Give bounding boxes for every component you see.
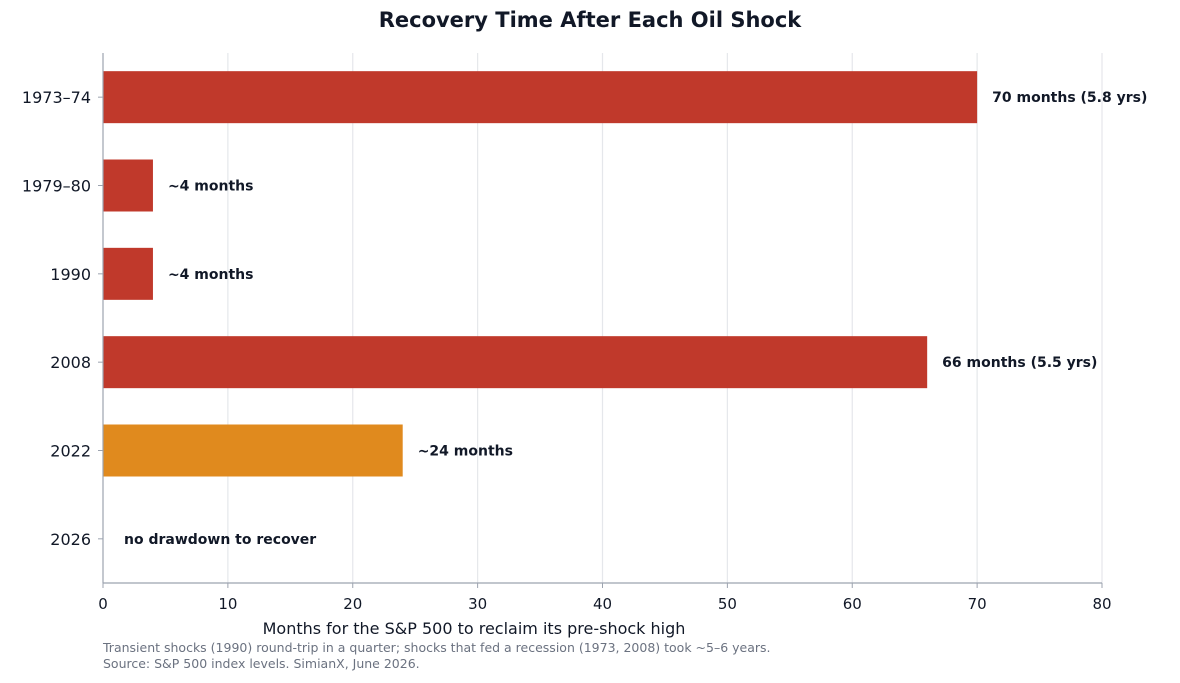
x-tick-label: 60 <box>843 595 862 613</box>
x-tick-label: 30 <box>468 595 487 613</box>
axes <box>98 53 1103 588</box>
data-label: ~24 months <box>418 444 513 460</box>
bar <box>103 159 153 212</box>
y-tick-label: 1990 <box>50 265 91 284</box>
bar <box>103 336 928 389</box>
y-tick-label: 2026 <box>50 530 91 549</box>
data-label: 70 months (5.8 yrs) <box>992 90 1147 106</box>
data-label: ~4 months <box>168 267 254 283</box>
bar <box>103 247 153 300</box>
bar <box>103 424 403 477</box>
x-tick-label: 0 <box>98 595 108 613</box>
labels: 1973–74 70 months (5.8 yrs) 1979–80 ~4 mont… <box>22 88 1147 613</box>
footnote-source: Source: S&P 500 index levels. SimianX, J… <box>103 656 420 671</box>
data-label: 66 months (5.5 yrs) <box>942 355 1097 371</box>
x-tick-label: 50 <box>718 595 737 613</box>
y-tick-label: 1973–74 <box>22 88 91 107</box>
chart-title: Recovery Time After Each Oil Shock <box>378 8 802 32</box>
x-tick-label: 20 <box>343 595 362 613</box>
bar <box>103 71 978 124</box>
x-tick-label: 70 <box>968 595 987 613</box>
y-tick-label: 1979–80 <box>22 177 91 196</box>
y-tick-label: 2022 <box>50 442 91 461</box>
x-tick-label: 40 <box>593 595 612 613</box>
footnote-note: Transient shocks (1990) round-trip in a … <box>103 640 771 655</box>
gridlines <box>227 53 1103 583</box>
data-label: no drawdown to recover <box>124 532 316 548</box>
bars <box>103 71 978 477</box>
x-tick-label: 80 <box>1092 595 1111 613</box>
data-label: ~4 months <box>168 179 254 195</box>
x-tick-label: 10 <box>218 595 237 613</box>
x-axis-label: Months for the S&P 500 to reclaim its pr… <box>263 619 686 638</box>
y-tick-label: 2008 <box>50 353 91 372</box>
